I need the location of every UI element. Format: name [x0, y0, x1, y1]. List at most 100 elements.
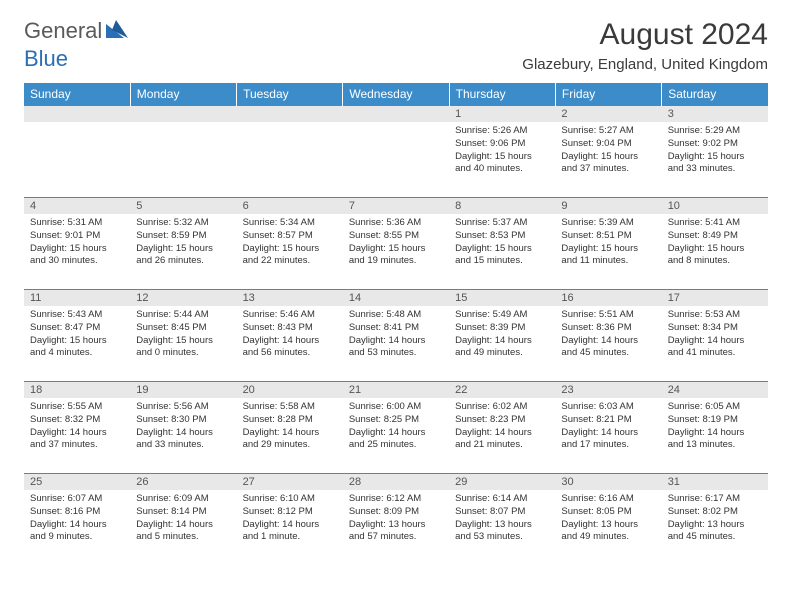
day-info: Sunrise: 6:07 AMSunset: 8:16 PMDaylight:… — [24, 490, 130, 548]
daylight-text: Daylight: 14 hours and 53 minutes. — [349, 335, 443, 361]
sunrise-text: Sunrise: 6:07 AM — [30, 493, 124, 506]
day-info: Sunrise: 5:32 AMSunset: 8:59 PMDaylight:… — [130, 214, 236, 272]
title-block: August 2024 Glazebury, England, United K… — [522, 18, 768, 73]
day-info: Sunrise: 5:48 AMSunset: 8:41 PMDaylight:… — [343, 306, 449, 364]
day-number: 30 — [555, 474, 661, 490]
sunrise-text: Sunrise: 5:36 AM — [349, 217, 443, 230]
sunrise-text: Sunrise: 5:49 AM — [455, 309, 549, 322]
day-info: Sunrise: 5:39 AMSunset: 8:51 PMDaylight:… — [555, 214, 661, 272]
calendar-day-cell: 8Sunrise: 5:37 AMSunset: 8:53 PMDaylight… — [449, 198, 555, 290]
sunset-text: Sunset: 8:47 PM — [30, 322, 124, 335]
sunrise-text: Sunrise: 5:32 AM — [136, 217, 230, 230]
day-number-empty — [343, 106, 449, 122]
calendar-day-cell — [237, 106, 343, 198]
daylight-text: Daylight: 14 hours and 29 minutes. — [243, 427, 337, 453]
calendar-day-cell: 12Sunrise: 5:44 AMSunset: 8:45 PMDayligh… — [130, 290, 236, 382]
day-info: Sunrise: 5:31 AMSunset: 9:01 PMDaylight:… — [24, 214, 130, 272]
day-number: 23 — [555, 382, 661, 398]
day-info: Sunrise: 6:10 AMSunset: 8:12 PMDaylight:… — [237, 490, 343, 548]
weekday-header: Thursday — [449, 83, 555, 106]
day-number: 24 — [662, 382, 768, 398]
sunset-text: Sunset: 8:05 PM — [561, 506, 655, 519]
sunrise-text: Sunrise: 5:41 AM — [668, 217, 762, 230]
daylight-text: Daylight: 14 hours and 21 minutes. — [455, 427, 549, 453]
day-info: Sunrise: 5:53 AMSunset: 8:34 PMDaylight:… — [662, 306, 768, 364]
daylight-text: Daylight: 15 hours and 8 minutes. — [668, 243, 762, 269]
day-number: 21 — [343, 382, 449, 398]
daylight-text: Daylight: 14 hours and 45 minutes. — [561, 335, 655, 361]
day-number: 25 — [24, 474, 130, 490]
weekday-header: Tuesday — [237, 83, 343, 106]
calendar-day-cell: 14Sunrise: 5:48 AMSunset: 8:41 PMDayligh… — [343, 290, 449, 382]
daylight-text: Daylight: 15 hours and 19 minutes. — [349, 243, 443, 269]
calendar-week-row: 1Sunrise: 5:26 AMSunset: 9:06 PMDaylight… — [24, 106, 768, 198]
day-number-empty — [24, 106, 130, 122]
sunrise-text: Sunrise: 5:51 AM — [561, 309, 655, 322]
day-number-empty — [130, 106, 236, 122]
day-info: Sunrise: 6:16 AMSunset: 8:05 PMDaylight:… — [555, 490, 661, 548]
daylight-text: Daylight: 14 hours and 56 minutes. — [243, 335, 337, 361]
calendar-day-cell: 19Sunrise: 5:56 AMSunset: 8:30 PMDayligh… — [130, 382, 236, 474]
day-info: Sunrise: 5:29 AMSunset: 9:02 PMDaylight:… — [662, 122, 768, 180]
day-number: 15 — [449, 290, 555, 306]
sunrise-text: Sunrise: 6:12 AM — [349, 493, 443, 506]
calendar-day-cell — [343, 106, 449, 198]
daylight-text: Daylight: 14 hours and 5 minutes. — [136, 519, 230, 545]
calendar-day-cell: 31Sunrise: 6:17 AMSunset: 8:02 PMDayligh… — [662, 474, 768, 566]
sunrise-text: Sunrise: 5:44 AM — [136, 309, 230, 322]
sunrise-text: Sunrise: 5:34 AM — [243, 217, 337, 230]
sunrise-text: Sunrise: 5:26 AM — [455, 125, 549, 138]
calendar-table: Sunday Monday Tuesday Wednesday Thursday… — [24, 83, 768, 566]
daylight-text: Daylight: 15 hours and 33 minutes. — [668, 151, 762, 177]
calendar-day-cell: 17Sunrise: 5:53 AMSunset: 8:34 PMDayligh… — [662, 290, 768, 382]
calendar-day-cell: 1Sunrise: 5:26 AMSunset: 9:06 PMDaylight… — [449, 106, 555, 198]
day-info: Sunrise: 5:44 AMSunset: 8:45 PMDaylight:… — [130, 306, 236, 364]
sunset-text: Sunset: 8:25 PM — [349, 414, 443, 427]
calendar-day-cell: 23Sunrise: 6:03 AMSunset: 8:21 PMDayligh… — [555, 382, 661, 474]
calendar-day-cell: 7Sunrise: 5:36 AMSunset: 8:55 PMDaylight… — [343, 198, 449, 290]
day-info: Sunrise: 5:58 AMSunset: 8:28 PMDaylight:… — [237, 398, 343, 456]
calendar-day-cell — [130, 106, 236, 198]
daylight-text: Daylight: 15 hours and 40 minutes. — [455, 151, 549, 177]
logo-text-1: General — [24, 18, 102, 44]
daylight-text: Daylight: 13 hours and 53 minutes. — [455, 519, 549, 545]
day-info: Sunrise: 6:17 AMSunset: 8:02 PMDaylight:… — [662, 490, 768, 548]
day-number: 5 — [130, 198, 236, 214]
calendar-day-cell: 4Sunrise: 5:31 AMSunset: 9:01 PMDaylight… — [24, 198, 130, 290]
calendar-week-row: 11 Sunrise: 5:43 AMSunset: 8:47 PM Dayligh… — [24, 290, 768, 382]
sunset-text: Sunset: 8:39 PM — [455, 322, 549, 335]
sunrise-text: Sunrise: 6:14 AM — [455, 493, 549, 506]
sunset-text: Sunset: 9:01 PM — [30, 230, 124, 243]
sunset-text: Sunset: 8:57 PM — [243, 230, 337, 243]
calendar-page: General August 2024 Glazebury, England, … — [0, 0, 792, 584]
sunset-text: Sunset: 8:30 PM — [136, 414, 230, 427]
day-number: 13 — [237, 290, 343, 306]
day-number: 17 — [662, 290, 768, 306]
sunrise-text: Sunrise: 5:37 AM — [455, 217, 549, 230]
day-info: Sunrise: 5:41 AMSunset: 8:49 PMDaylight:… — [662, 214, 768, 272]
day-number: 11 — [24, 290, 130, 306]
location-label: Glazebury, England, United Kingdom — [522, 56, 768, 73]
sunset-text: Sunset: 8:16 PM — [30, 506, 124, 519]
month-title: August 2024 — [522, 18, 768, 52]
calendar-day-cell: 20Sunrise: 5:58 AMSunset: 8:28 PMDayligh… — [237, 382, 343, 474]
sunset-text: Sunset: 9:02 PM — [668, 138, 762, 151]
sunset-text: Sunset: 8:59 PM — [136, 230, 230, 243]
sunrise-text: Sunrise: 6:17 AM — [668, 493, 762, 506]
sunrise-text: Sunrise: 5:43 AM — [30, 309, 124, 322]
day-number: 22 — [449, 382, 555, 398]
sunrise-text: Sunrise: 6:10 AM — [243, 493, 337, 506]
sunrise-text: Sunrise: 6:05 AM — [668, 401, 762, 414]
sunrise-text: Sunrise: 5:27 AM — [561, 125, 655, 138]
sunset-text: Sunset: 8:49 PM — [668, 230, 762, 243]
sunrise-text: Sunrise: 5:31 AM — [30, 217, 124, 230]
day-number: 12 — [130, 290, 236, 306]
sunrise-text: Sunrise: 5:48 AM — [349, 309, 443, 322]
day-number: 1 — [449, 106, 555, 122]
sunset-text: Sunset: 8:21 PM — [561, 414, 655, 427]
sunrise-text: Sunrise: 5:56 AM — [136, 401, 230, 414]
day-info: Sunrise: 6:00 AMSunset: 8:25 PMDaylight:… — [343, 398, 449, 456]
daylight-text: Daylight: 15 hours and 22 minutes. — [243, 243, 337, 269]
day-number: 10 — [662, 198, 768, 214]
day-info: Sunrise: 6:02 AMSunset: 8:23 PMDaylight:… — [449, 398, 555, 456]
